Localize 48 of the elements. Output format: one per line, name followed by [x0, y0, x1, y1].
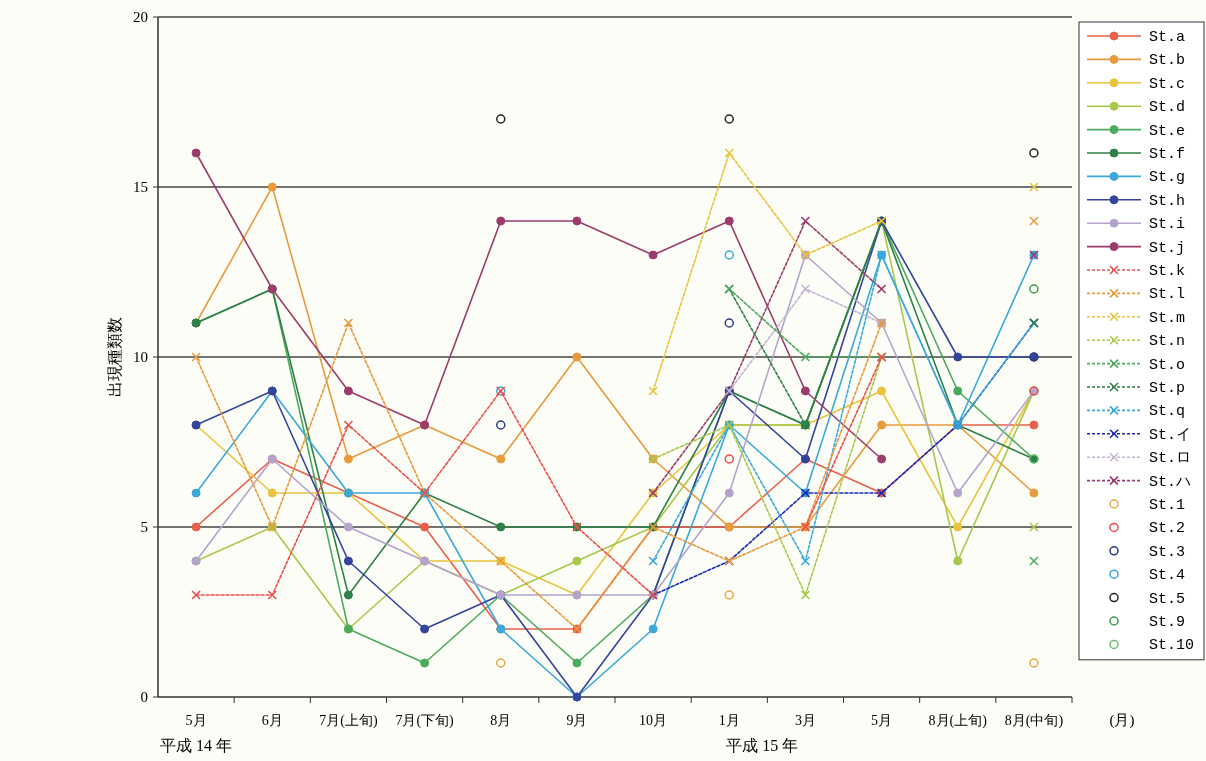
legend-label: St.o [1149, 356, 1186, 374]
x-axis-title: (月) [1109, 712, 1135, 729]
x-tick-label: 10月 [639, 713, 668, 728]
x-tick-label: 5月 [871, 713, 893, 728]
legend-label: St.10 [1149, 637, 1195, 655]
legend-label: St.d [1149, 99, 1186, 117]
legend-label: St.i [1149, 216, 1186, 234]
x-tick-label: 3月 [794, 713, 816, 728]
legend-label: St.1 [1149, 497, 1186, 514]
legend-label: St.k [1149, 263, 1186, 280]
text: 平成 15 年 [726, 737, 799, 754]
legend-label: St.l [1149, 286, 1186, 304]
legend-label: St.3 [1149, 543, 1186, 561]
legend-label: St.c [1149, 75, 1186, 93]
legend-label: St.h [1149, 192, 1186, 210]
legend-label: St.4 [1149, 567, 1186, 585]
legend-label: St.ロ [1149, 450, 1192, 468]
x-tick-label: 5月 [185, 713, 207, 728]
legend-label: St.f [1149, 146, 1186, 163]
x-tick-label: 8月 [490, 713, 512, 728]
legend-label: St.p [1149, 380, 1186, 397]
x-tick-label: 7月(下旬) [395, 713, 455, 729]
y-axis-title: 出現種類数 [105, 317, 124, 397]
y-tick-label: 0 [140, 689, 148, 705]
legend-label: St.n [1149, 333, 1186, 351]
x-tick-label: 6月 [261, 713, 283, 728]
legend-label: St.ハ [1149, 473, 1192, 491]
y-tick-label: 10 [133, 349, 148, 365]
legend-label: St.m [1149, 309, 1186, 327]
x-tick-label: 9月 [566, 713, 588, 728]
legend-label: St.2 [1149, 520, 1186, 538]
text: 平成 14 年 [160, 737, 233, 754]
legend-label: St.e [1149, 122, 1186, 140]
legend-label: St.q [1149, 403, 1186, 421]
legend-label: St.j [1149, 239, 1186, 257]
legend-label: St.b [1149, 52, 1186, 70]
x-tick-label: 8月(中旬) [1004, 713, 1064, 729]
y-tick-label: 15 [133, 179, 148, 195]
x-tick-label: 7月(上旬) [319, 713, 378, 729]
legend-label: St.a [1149, 29, 1186, 46]
x-tick-label: 8月(上旬) [928, 713, 988, 729]
y-tick-label: 20 [133, 9, 148, 25]
legend-label: St.g [1149, 169, 1186, 187]
x-tick-label: 1月 [718, 713, 740, 728]
legend-label: St.イ [1149, 426, 1192, 444]
y-tick-label: 5 [140, 519, 148, 535]
legend-label: St.9 [1149, 614, 1186, 631]
legend-label: St.5 [1149, 590, 1186, 608]
